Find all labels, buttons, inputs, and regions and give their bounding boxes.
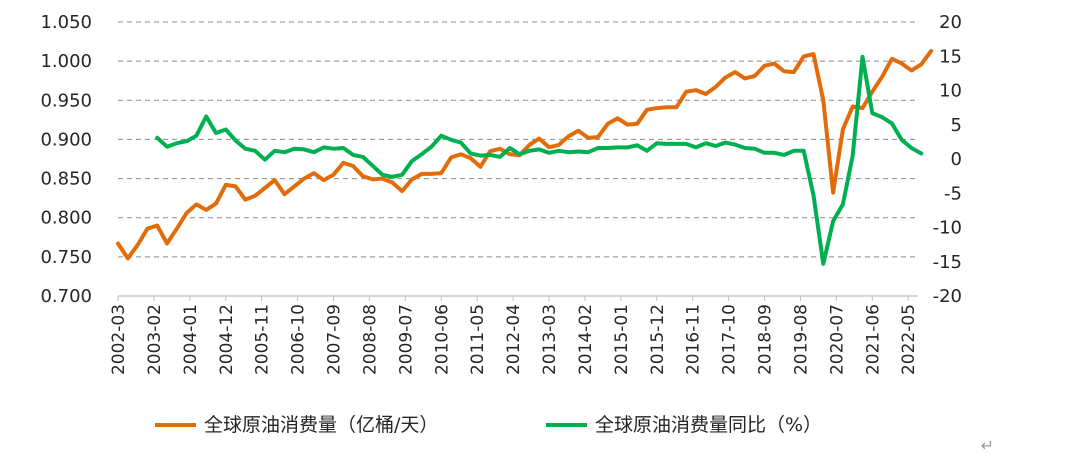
y-right-tick-label: -15	[933, 252, 962, 273]
x-tick-label: 2013-03	[540, 304, 560, 375]
x-tick-label: 2014-02	[576, 304, 596, 375]
x-tick-label: 2007-09	[325, 304, 345, 375]
x-tick-label: 2021-06	[863, 304, 883, 375]
return-mark: ↵	[980, 436, 994, 455]
y-left-tick-label: 0.900	[40, 129, 92, 150]
x-tick-label: 2015-12	[648, 304, 668, 375]
y-left-tick-label: 0.950	[40, 90, 92, 111]
y-right-tick-label: 20	[939, 12, 962, 33]
x-tick-label: 2003-02	[145, 304, 165, 375]
y-left-tick-label: 1.050	[40, 12, 92, 33]
x-tick-label: 2008-08	[360, 304, 380, 375]
y-left-tick-label: 0.700	[40, 286, 92, 307]
y-left-tick-label: 1.000	[40, 51, 92, 72]
x-tick-label: 2019-08	[791, 304, 811, 375]
x-tick-label: 2006-10	[289, 304, 309, 375]
x-tick-label: 2022-05	[899, 304, 919, 375]
series-lines	[116, 49, 934, 266]
y-right-tick-label: -5	[944, 183, 962, 204]
y-right-tick-label: 5	[951, 115, 962, 136]
x-tick-label: 2004-12	[217, 304, 237, 375]
y-right-tick-label: -20	[933, 286, 962, 307]
x-tick-label: 2017-10	[720, 304, 740, 375]
y-left-tick-label: 0.800	[40, 208, 92, 229]
x-tick-label: 2005-11	[253, 304, 273, 375]
legend-label-yoy: 全球原油消费量同比（%）	[595, 414, 822, 436]
legend-label-consumption: 全球原油消费量（亿桶/天）	[204, 414, 438, 436]
series-line-consumption	[116, 49, 934, 261]
x-tick-label: 2018-09	[756, 304, 776, 375]
y-right-tick-label: 10	[939, 81, 962, 102]
x-tick-label: 2009-07	[396, 304, 416, 375]
y-right-tick-label: 15	[939, 46, 962, 67]
series-line-yoy	[155, 54, 924, 266]
legend: 全球原油消费量（亿桶/天） 全球原油消费量同比（%）	[155, 414, 822, 436]
x-tick-label: 2002-03	[109, 304, 129, 375]
x-tick-label: 2020-07	[827, 304, 847, 375]
x-tick-label: 2004-01	[181, 304, 201, 375]
x-tick-label: 2010-06	[432, 304, 452, 375]
x-tick-label: 2016-11	[684, 304, 704, 375]
axes: 1.050 1.000 0.950 0.900 0.850 0.800 0.750 0.700…	[40, 12, 962, 375]
x-tick-label: 2011-05	[468, 304, 488, 375]
x-tick-label: 2015-01	[612, 304, 632, 375]
y-right-tick-label: 0	[951, 149, 962, 170]
gridlines	[118, 21, 918, 258]
y-left-tick-label: 0.750	[40, 247, 92, 268]
x-tick-label: 2012-04	[504, 304, 524, 375]
y-left-tick-label: 0.850	[40, 169, 92, 190]
y-right-tick-label: -10	[933, 218, 962, 239]
